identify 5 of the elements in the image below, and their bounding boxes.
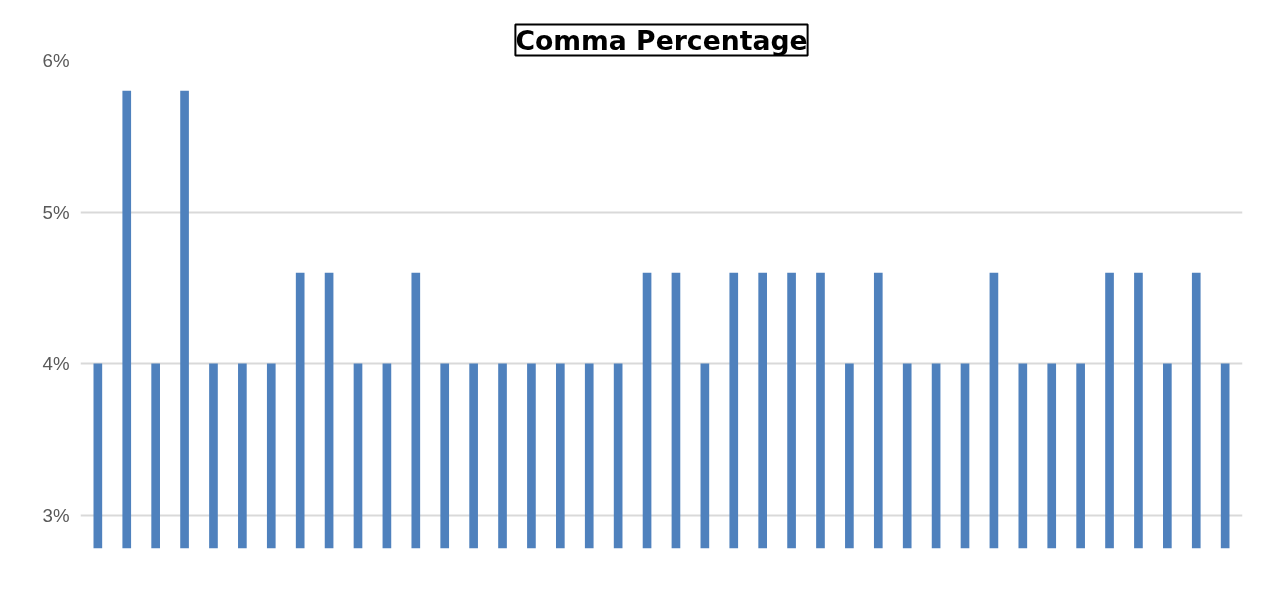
y-tick-label: 5% bbox=[42, 201, 70, 223]
y-tick-label: 3% bbox=[42, 504, 70, 526]
chart-title: Comma Percentage bbox=[515, 24, 808, 56]
y-tick-label: 6% bbox=[42, 50, 70, 71]
y-tick-label: 4% bbox=[42, 353, 70, 375]
